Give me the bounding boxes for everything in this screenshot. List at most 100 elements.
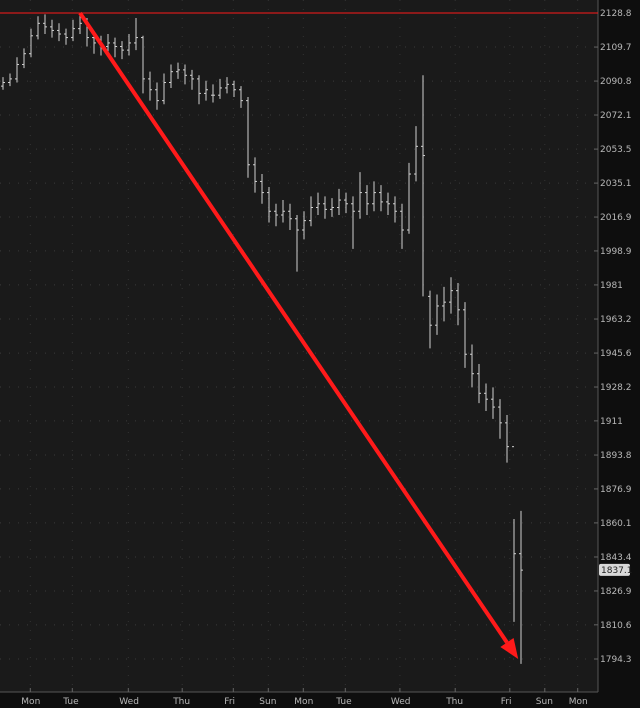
ohlc-bar <box>414 126 418 182</box>
y-axis-panel <box>598 0 640 708</box>
y-tick-label: 2053.5 <box>600 145 632 155</box>
ohlc-bar <box>470 344 474 388</box>
y-tick-label: 1981 <box>600 281 623 291</box>
ohlc-bar <box>1 77 5 90</box>
ohlc-bar <box>505 414 509 463</box>
ohlc-bar <box>15 57 19 83</box>
ohlc-bar <box>365 185 369 215</box>
annotations <box>0 11 598 659</box>
x-axis: SunMonTueWedThuFriSunMonTueWedThuFriSunM… <box>21 688 588 707</box>
ohlc-bar <box>477 363 481 404</box>
ohlc-bar <box>491 387 495 419</box>
ohlc-bar <box>323 196 327 219</box>
ohlc-bar <box>8 73 12 87</box>
ohlc-bar <box>127 34 131 56</box>
ohlc-bar <box>141 35 145 94</box>
x-tick-label: Fri <box>501 697 512 707</box>
x-tick-label: Wed <box>391 697 411 707</box>
x-tick-label: Mon <box>569 697 588 707</box>
ohlc-bar <box>372 181 376 212</box>
y-tick-label: 1876.9 <box>600 485 632 495</box>
ohlc-bar <box>330 198 334 217</box>
x-tick-label: Thu <box>445 697 463 707</box>
ohlc-bar <box>379 185 383 212</box>
ohlc-bar <box>463 302 467 368</box>
ohlc-bar <box>449 277 453 314</box>
x-tick-label: Sun <box>536 697 553 707</box>
plot-background <box>0 0 598 692</box>
x-tick-label: Fri <box>224 697 235 707</box>
x-tick-label: Mon <box>294 697 313 707</box>
ohlc-bar <box>176 62 180 79</box>
x-axis-panel <box>0 692 640 708</box>
ohlc-bar <box>218 78 222 99</box>
ohlc-bar <box>456 283 460 326</box>
ohlc-bar <box>22 48 26 69</box>
ohlc-bar <box>302 211 306 240</box>
x-tick-label: Tue <box>335 697 352 707</box>
ohlc-bar <box>169 64 173 88</box>
y-tick-label: 1826.9 <box>600 587 632 597</box>
ohlc-bar <box>295 214 299 272</box>
y-tick-label: 2090.8 <box>600 77 632 87</box>
ohlc-bar <box>29 28 33 58</box>
ohlc-bar <box>386 192 390 215</box>
trend-arrow-shaft <box>78 11 509 644</box>
y-tick-label: 2016.9 <box>600 213 632 223</box>
ohlc-bar <box>316 192 320 215</box>
ohlc-bar <box>393 196 397 223</box>
ohlc-bar <box>183 64 187 85</box>
last-price-badge <box>599 563 630 576</box>
ohlc-bar <box>253 157 257 193</box>
ohlc-bar <box>519 510 523 664</box>
x-tick-label: Sun <box>259 697 276 707</box>
y-tick-label: 1911 <box>600 417 623 427</box>
ohlc-bar <box>274 203 278 227</box>
x-tick-label: Tue <box>62 697 79 707</box>
ohlc-bar <box>190 69 194 90</box>
ohlc-bar <box>358 172 362 219</box>
ohlc-bar <box>197 75 201 105</box>
ohlc-bar <box>204 80 208 101</box>
y-tick-label: 1810.6 <box>600 621 632 631</box>
ohlc-bar <box>106 34 110 54</box>
ohlc-bar <box>400 203 404 249</box>
ohlc-bar <box>351 196 355 249</box>
ohlc-bar <box>309 196 313 227</box>
ohlc-bar <box>267 187 271 223</box>
ohlc-bar <box>113 37 117 58</box>
y-tick-label: 1843.4 <box>600 553 632 563</box>
ohlc-bar <box>260 174 264 204</box>
ohlc-bar <box>134 17 138 51</box>
ohlc-bar <box>407 162 411 234</box>
ohlc-bar <box>50 19 54 38</box>
ohlc-bars <box>1 13 523 664</box>
ohlc-bar <box>239 86 243 108</box>
ohlc-bar <box>155 82 159 110</box>
ohlc-bar <box>120 41 124 60</box>
ohlc-bar <box>162 73 166 105</box>
y-tick-label: 2035.1 <box>600 179 632 189</box>
y-tick-label: 1794.3 <box>600 655 632 665</box>
y-axis: 2128.8 2109.7 2090.8 2072.1 2053.5 2035.1 2016… <box>594 9 632 665</box>
grid <box>0 0 598 692</box>
ohlc-bar <box>148 71 152 101</box>
last-price-value: 1837.1 <box>601 566 633 576</box>
ohlc-bar <box>484 383 488 412</box>
ohlc-bar <box>512 446 516 622</box>
ohlc-bar <box>281 200 285 223</box>
ohlc-bar <box>435 294 439 335</box>
y-tick-label: 1963.2 <box>600 315 632 325</box>
ohlc-bar <box>442 286 446 322</box>
ohlc-bar <box>71 19 75 42</box>
ohlc-bar <box>428 290 432 349</box>
ohlc-bar <box>232 80 236 98</box>
x-tick-label: Mon <box>21 697 40 707</box>
ohlc-bar <box>246 97 250 178</box>
ohlc-bar <box>57 23 61 42</box>
trend-arrow-head <box>500 637 519 659</box>
ohlc-bar <box>288 203 292 231</box>
y-tick-label: 1928.2 <box>600 383 632 393</box>
last-price-label: 1837.1 <box>599 563 633 576</box>
